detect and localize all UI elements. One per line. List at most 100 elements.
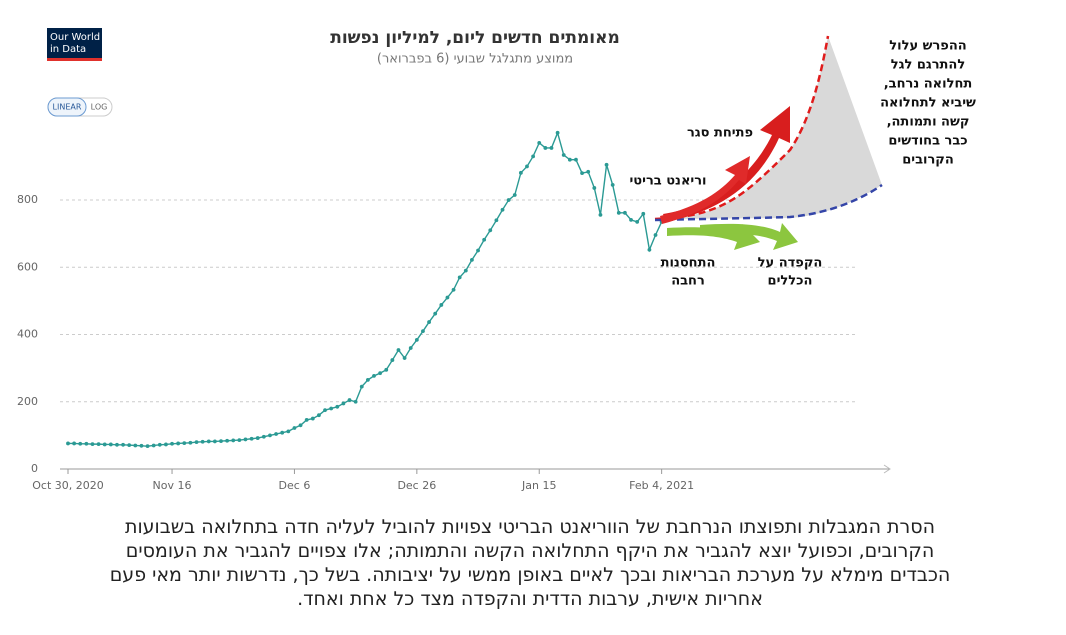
point [219, 439, 223, 443]
point [598, 212, 603, 217]
annotation: הקרובים [902, 153, 954, 168]
annotation: הכללים [768, 274, 813, 289]
x-tick-label: Dec 26 [397, 479, 436, 492]
point [586, 169, 591, 174]
y-tick-label: 600 [17, 260, 38, 273]
point [414, 338, 419, 342]
logo-text: in Data [50, 44, 86, 55]
point [396, 348, 401, 352]
point [182, 441, 187, 446]
point [561, 153, 566, 157]
point [402, 356, 407, 360]
point [133, 443, 138, 448]
point [347, 398, 352, 402]
point [304, 418, 309, 422]
point [512, 193, 517, 197]
point [96, 442, 101, 447]
annotation: וריאנט בריטי [629, 174, 706, 189]
paragraph-line: אחריות אישית, ערבות הדדית והקפדה מצד כל … [297, 588, 763, 610]
gap-note: ההפרש עלול להתרגם לגל תחלואה נרחב, שיביא לת… [880, 39, 976, 168]
point [365, 378, 370, 382]
point [292, 426, 297, 430]
point [212, 439, 217, 444]
y-tick-label: 800 [17, 193, 38, 206]
point [194, 440, 199, 445]
point [476, 248, 480, 253]
scale-log-label[interactable]: LOG [91, 103, 108, 112]
point [518, 170, 523, 175]
scale-linear-label[interactable]: LINEAR [53, 103, 82, 112]
point [353, 399, 358, 404]
point [574, 157, 578, 162]
point [543, 146, 548, 150]
point [249, 436, 254, 441]
point [647, 247, 652, 252]
point [592, 186, 597, 190]
point [170, 441, 174, 446]
point [310, 416, 315, 421]
arrow-variant [660, 156, 750, 224]
line [68, 130, 669, 447]
point [66, 441, 70, 446]
plot: 0 200 400 600 800 Oct 30, 2020 Nov 16 Dec 6 Dec … [17, 130, 891, 492]
point [525, 164, 529, 169]
logo-box [47, 28, 102, 58]
point [623, 210, 627, 215]
point [390, 358, 395, 362]
annotation: להתרגם לגל [891, 58, 965, 73]
annotation: שיביא לתחלואה [880, 96, 976, 111]
point [243, 437, 248, 442]
point [470, 257, 474, 262]
point [115, 442, 119, 447]
point [604, 162, 609, 167]
point [274, 432, 278, 436]
point [421, 329, 425, 334]
annotation: רחבה [671, 274, 705, 289]
point [268, 433, 272, 438]
point [451, 287, 456, 292]
point [151, 443, 156, 448]
point [206, 439, 211, 444]
point [500, 207, 505, 212]
point [280, 430, 285, 435]
projection-high [654, 35, 830, 221]
point [84, 441, 89, 446]
point [341, 401, 346, 406]
gap-area [655, 36, 882, 219]
logo-underline [47, 58, 102, 61]
annotation: ההפרש עלול [889, 39, 966, 54]
point [157, 442, 162, 447]
point [555, 130, 560, 135]
logo-text: Our World [50, 32, 100, 43]
y-tick-label: 0 [31, 462, 38, 475]
x-tick-label: Nov 16 [153, 479, 192, 492]
point [323, 408, 327, 413]
point [255, 436, 260, 440]
point [567, 157, 572, 162]
scale-linear[interactable] [47, 97, 87, 117]
point [359, 384, 364, 389]
point [537, 140, 542, 145]
annotation: התחסנות [661, 256, 716, 271]
point [506, 198, 511, 202]
point [78, 441, 83, 446]
point [121, 442, 125, 447]
point [439, 303, 444, 307]
arrow-lockdown [663, 106, 790, 222]
chart-subtitle: ממוצע מתגלגל שבועי (6 בפברואר) [377, 52, 573, 67]
x-axis-arrow [883, 464, 891, 474]
point [482, 237, 487, 242]
point [200, 439, 205, 444]
point [641, 211, 646, 216]
point [139, 443, 144, 448]
y-tick-label: 400 [17, 328, 38, 341]
x-tick-label: Jan 15 [521, 479, 556, 492]
point [580, 171, 584, 176]
point [164, 442, 168, 447]
chart: Our World in Data מאומתים חדשים ליום, למ… [17, 28, 976, 492]
point [457, 275, 462, 280]
point [90, 442, 95, 447]
point [372, 373, 376, 378]
point [317, 413, 321, 418]
